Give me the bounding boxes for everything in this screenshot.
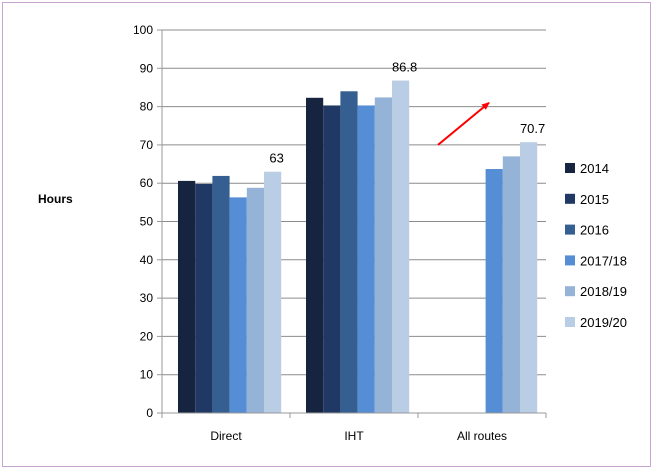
legend-swatch [565, 317, 575, 327]
legend-label: 2014 [580, 161, 609, 176]
bar-all-routes-2018-19 [502, 156, 520, 413]
legend-swatch [565, 286, 575, 297]
y-axis-ticks: 0 10 20 30 40 50 60 70 80 90 100 [133, 23, 162, 420]
y-tick-label: 100 [133, 23, 153, 37]
bar-direct-2014 [178, 180, 196, 413]
legend-swatch [565, 163, 575, 173]
legend-swatch [565, 193, 575, 204]
bar-iht-2016 [340, 91, 358, 413]
bar-iht-2015 [323, 105, 341, 414]
legend-label: 2019/20 [580, 315, 627, 330]
legend-swatch [565, 224, 575, 235]
bar-direct-2017-18 [229, 197, 247, 413]
red-arrow-annotation [437, 101, 490, 146]
bar-direct-2016 [212, 175, 230, 413]
y-tick-label: 80 [140, 100, 154, 114]
bar-direct-2019-20 [264, 171, 282, 413]
x-axis-ticks: Direct IHT All routes [161, 413, 547, 443]
y-tick-label: 50 [140, 215, 154, 229]
legend-label: 2016 [580, 223, 609, 238]
y-tick-label: 10 [140, 368, 154, 382]
legend-swatch [565, 255, 575, 266]
bar-iht-2019-20 [392, 80, 410, 413]
legend: 2014 2015 2016 2017/18 2018/19 2019/20 [565, 161, 627, 330]
y-tick-label: 70 [140, 138, 154, 152]
bar-all-routes-2019-20 [520, 142, 538, 413]
bars [178, 80, 538, 414]
data-label: 70.7 [520, 121, 545, 136]
y-axis-label: Hours [38, 192, 73, 206]
bar-iht-2017-18 [357, 105, 375, 414]
x-tick-label: All routes [457, 429, 507, 443]
y-tick-label: 30 [140, 291, 154, 305]
x-tick-label: Direct [210, 429, 242, 443]
legend-label: 2017/18 [580, 253, 627, 268]
bar-direct-2015 [195, 183, 213, 413]
bar-direct-2018-19 [246, 187, 264, 413]
y-tick-label: 0 [146, 406, 153, 420]
y-tick-label: 90 [140, 61, 154, 75]
legend-label: 2018/19 [580, 284, 627, 299]
y-tick-label: 20 [140, 329, 154, 343]
y-tick-label: 60 [140, 176, 154, 190]
x-tick-label: IHT [344, 429, 364, 443]
bar-iht-2014 [306, 97, 324, 413]
data-labels: 63 86.8 70.7 [269, 60, 545, 166]
bar-iht-2018-19 [374, 97, 392, 414]
y-tick-label: 40 [140, 253, 154, 267]
legend-label: 2015 [580, 192, 609, 207]
bar-all-routes-2017-18 [485, 169, 503, 413]
data-label: 63 [269, 151, 283, 166]
data-label: 86.8 [392, 60, 417, 75]
